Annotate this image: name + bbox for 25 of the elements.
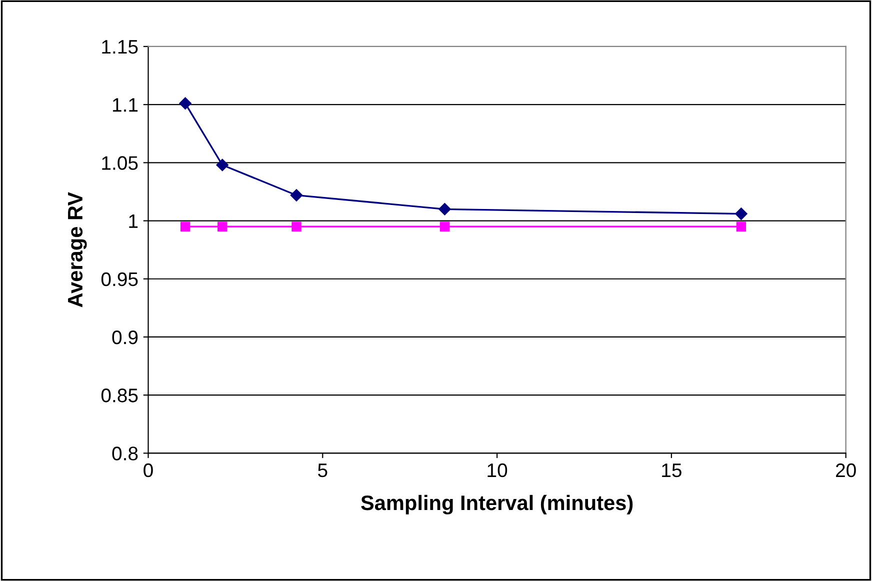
y-tick-label: 0.8 <box>112 446 138 460</box>
point <box>179 97 192 110</box>
point <box>438 203 451 216</box>
point <box>290 189 303 202</box>
x-tick-label: 15 <box>662 464 682 478</box>
y-tick-label: 0.95 <box>101 272 138 286</box>
y-tick-label: 0.85 <box>101 388 138 402</box>
point <box>180 222 190 232</box>
point <box>735 208 748 220</box>
y-tick-label: 1 <box>129 214 138 228</box>
y-tick-label: 1.05 <box>102 156 138 170</box>
x-tick-label: 20 <box>836 463 856 478</box>
x-tick-label: 0 <box>144 463 153 478</box>
x-tick-label: 5 <box>318 464 328 478</box>
point <box>218 222 228 232</box>
y-tick-label: 0.9 <box>112 330 138 344</box>
point <box>440 222 450 232</box>
y-tick-label: 1.1 <box>112 98 138 112</box>
point <box>292 222 302 232</box>
y-tick-label: 1.15 <box>102 40 138 54</box>
point <box>736 222 746 232</box>
point <box>216 158 228 172</box>
x-axis-title: Sampling Interval (minutes) <box>361 494 633 514</box>
x-tick-label: 10 <box>488 463 508 478</box>
y-axis-title: Average RV <box>68 192 87 308</box>
